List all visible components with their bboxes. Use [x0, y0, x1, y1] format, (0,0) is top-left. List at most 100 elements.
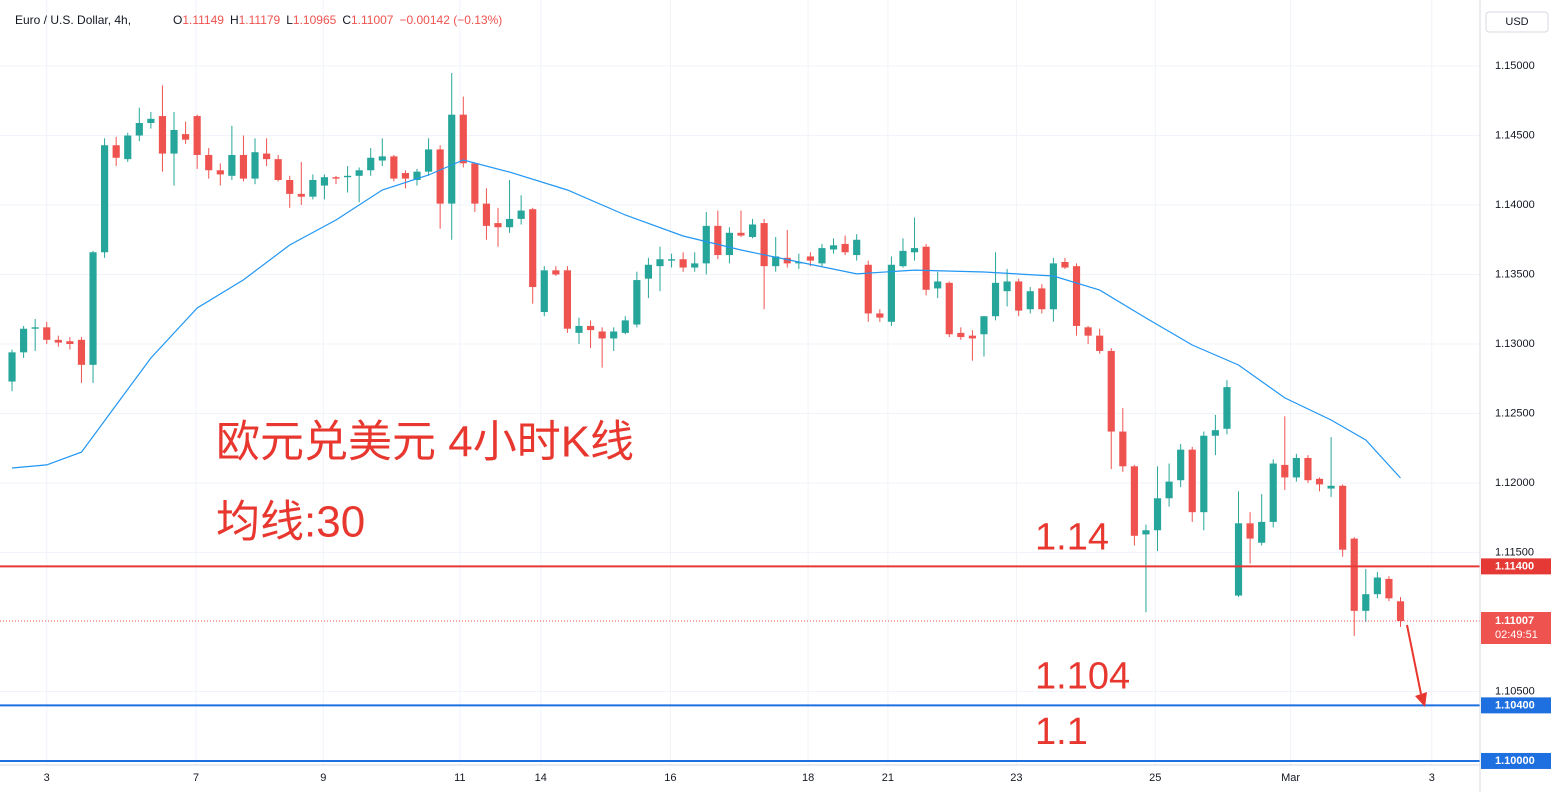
candle-body [66, 341, 74, 344]
candle-body [783, 257, 791, 264]
candle-body [459, 114, 467, 164]
candle-body [1211, 430, 1219, 436]
candle-body [216, 170, 224, 175]
candle-body [772, 256, 780, 267]
candle-body [482, 203, 491, 226]
candle-body [702, 225, 710, 264]
candle-body [436, 149, 444, 204]
candle-body [667, 259, 676, 261]
candle-body [691, 263, 699, 268]
ohlc-prefix: H [230, 13, 239, 27]
candle-body [922, 246, 930, 290]
candle-body [563, 270, 572, 329]
candle-body [656, 259, 664, 267]
candle-body [1281, 464, 1289, 478]
candle-body [748, 224, 757, 237]
change: −0.00142 (−0.13%) [399, 13, 502, 27]
candle-body [968, 335, 976, 339]
candle-body [1304, 457, 1312, 481]
candle-body [575, 325, 583, 333]
candle-body [1350, 538, 1358, 611]
candle-body [864, 264, 872, 314]
candle-body [378, 156, 386, 161]
candle-body [505, 218, 514, 228]
ohlc-value: 1.11007 [351, 13, 394, 27]
candle-body [1119, 431, 1127, 467]
candle-body [795, 261, 803, 264]
ohlc-value: 1.10965 [293, 13, 337, 27]
ohlc-prefix: L [286, 13, 293, 27]
countdown: 02:49:51 [1495, 629, 1538, 641]
level-label: 1.11400 [1495, 560, 1534, 572]
candle-body [43, 327, 51, 340]
annotation: 1.104 [1035, 655, 1130, 697]
candle-body [934, 281, 942, 289]
candle-body [448, 114, 456, 204]
ohlc-value: 1.11179 [239, 13, 281, 27]
candle-body [610, 331, 618, 339]
y-tick-label: 1.12500 [1495, 407, 1535, 419]
candle-body [1234, 523, 1243, 596]
candle-body [1177, 449, 1185, 481]
candle-body [1026, 291, 1034, 310]
candle-body [390, 156, 398, 179]
x-tick-label: 16 [664, 772, 676, 784]
candle-body [1362, 594, 1370, 611]
candle-body [1061, 261, 1069, 268]
arrow [1406, 624, 1422, 695]
x-tick-label: 9 [320, 772, 326, 784]
candle-body [1153, 498, 1162, 531]
candle-body [1339, 485, 1347, 550]
plot [0, 72, 1480, 762]
candle-body [263, 153, 271, 160]
candle-body [274, 159, 282, 180]
candle-body [1292, 457, 1300, 478]
last-price-box [1481, 612, 1551, 645]
candle-body [910, 248, 919, 253]
x-tick-label: 3 [1429, 772, 1435, 784]
candle-body [494, 223, 502, 228]
x-tick-label: 7 [193, 772, 199, 784]
x-tick-label: 25 [1149, 772, 1161, 784]
candle-body [413, 171, 421, 180]
candle-body [945, 282, 953, 335]
moving-average [11, 159, 1401, 479]
candle-body [170, 129, 178, 154]
candle-body [1003, 281, 1011, 292]
candle-body [1038, 288, 1046, 310]
candle-body [679, 259, 687, 268]
candle-body [899, 250, 907, 267]
currency-box[interactable] [1485, 11, 1549, 33]
candle-body [1165, 481, 1173, 499]
candle-body [529, 209, 537, 288]
candle-body [540, 270, 548, 313]
x-tick-label: 23 [1010, 772, 1022, 784]
last-price-label: 1.11007 [1495, 615, 1534, 627]
y-tick-label: 1.10500 [1495, 685, 1535, 697]
candle-body [89, 252, 97, 365]
ohlc-prefix: O [173, 13, 182, 27]
candle-body [1246, 523, 1254, 539]
y-tick-label: 1.11500 [1495, 546, 1534, 558]
candle-body [552, 270, 560, 275]
candle-body [876, 313, 884, 318]
arrow-head [1415, 692, 1427, 707]
y-tick-label: 1.13000 [1495, 338, 1535, 350]
candle-body [135, 123, 143, 136]
candle-body [829, 245, 838, 250]
candle-body [182, 134, 190, 140]
x-tick-label: 14 [535, 772, 547, 784]
candle-body [621, 320, 629, 333]
ohlc-value: 1.11149 [182, 13, 224, 27]
candle-body [112, 145, 120, 158]
candle-body [193, 116, 201, 155]
level-box [1481, 558, 1551, 575]
y-tick-label: 1.15000 [1495, 60, 1535, 72]
candle-body [633, 280, 641, 325]
candle-body [1327, 485, 1335, 489]
candle-body [77, 339, 86, 365]
candle-body [1049, 263, 1057, 310]
candle-body [228, 154, 236, 176]
candle-body [1315, 478, 1324, 485]
